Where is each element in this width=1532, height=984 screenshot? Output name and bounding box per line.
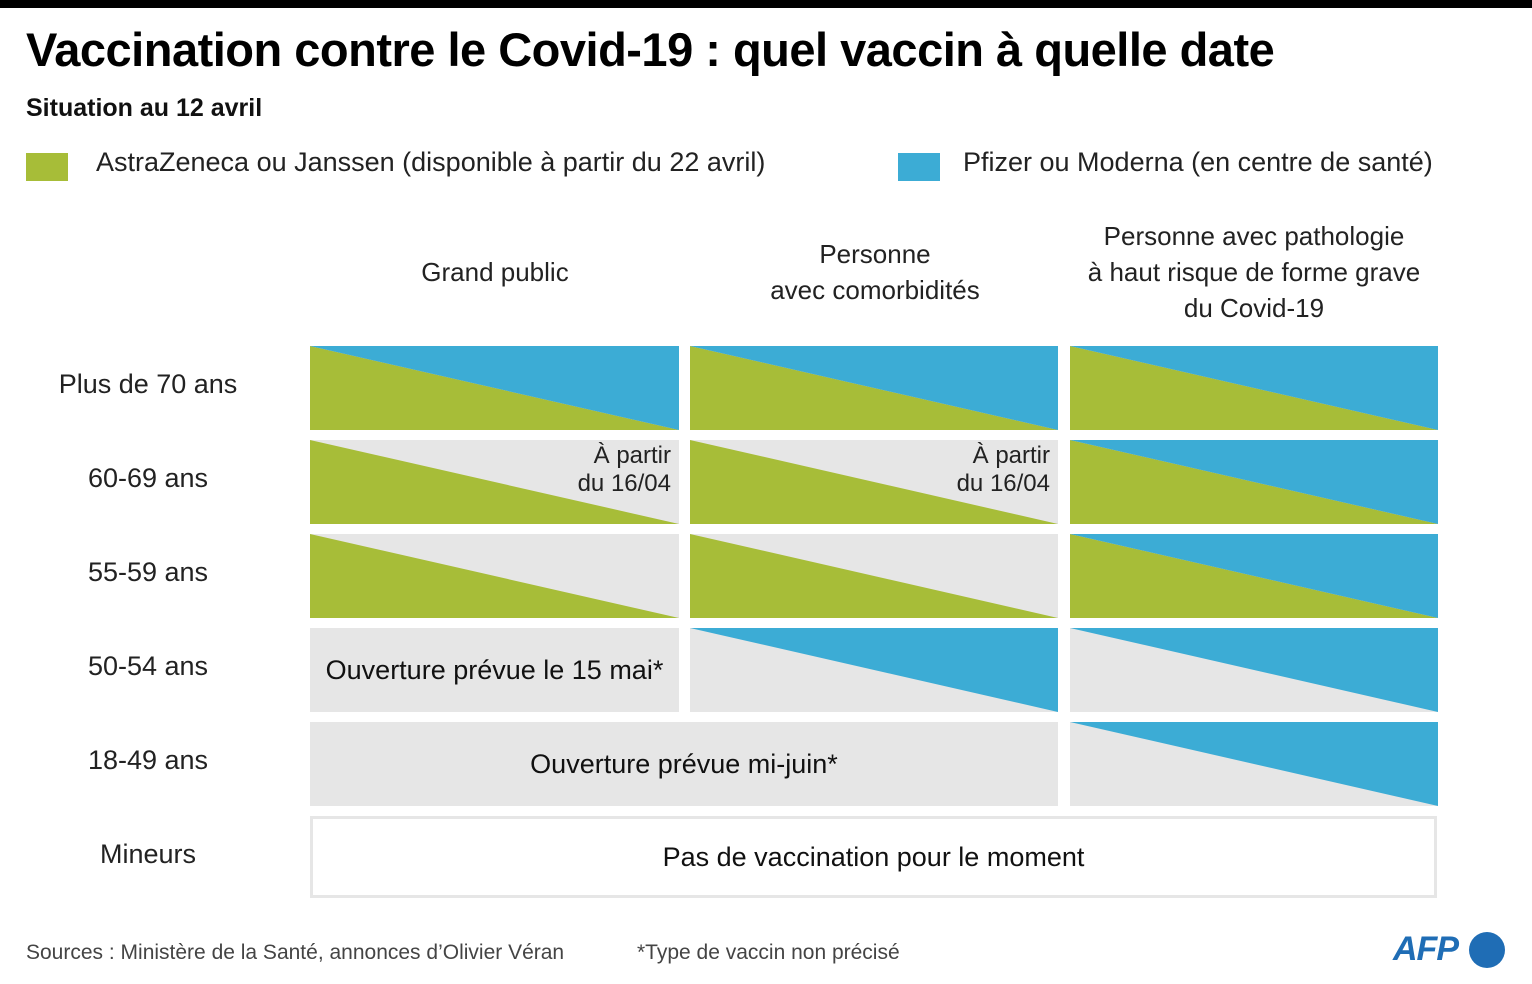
pfizer-triangle (1070, 534, 1438, 618)
afp-logo-text: AFP (1393, 930, 1459, 968)
column-header-grand-public: Grand public (421, 257, 569, 287)
pfizer-triangle (1070, 346, 1438, 430)
cell-split-graphic (1070, 346, 1438, 430)
row-label-55-59: 55-59 ans (87, 557, 209, 587)
source-text: Sources : Ministère de la Santé, annonce… (26, 941, 565, 964)
astrazeneca-triangle (310, 534, 679, 618)
cell-split-graphic (310, 534, 679, 618)
cell-50-haut-risque (1070, 628, 1438, 712)
cell-60-grand-public: À partir du 16/04 (310, 440, 679, 524)
row-label-50-54: 50-54 ans (87, 651, 209, 681)
cell-split-graphic (1070, 628, 1438, 712)
page-title: Vaccination contre le Covid-19 : quel va… (26, 23, 1275, 76)
cell-split-graphic (690, 440, 1058, 524)
cell-split-graphic (1070, 534, 1438, 618)
cell-18-haut-risque (1070, 722, 1438, 806)
opening-date-text: Ouverture prévue le 15 mai* (325, 654, 664, 685)
row-label-mineurs: Mineurs (99, 839, 197, 869)
cell-split-graphic (310, 346, 679, 430)
cell-70-haut-risque (1070, 346, 1438, 430)
availability-note: À partir du 16/04 (956, 442, 1050, 497)
row-label-plus-70: Plus de 70 ans (58, 369, 238, 399)
cell-18-general-merged: Ouverture prévue mi-juin* (310, 722, 1058, 806)
astrazeneca-triangle (690, 534, 1058, 618)
pfizer-triangle (690, 346, 1058, 430)
pfizer-triangle (690, 628, 1058, 712)
column-header-haut-risque: Personne avec pathologie à haut risque d… (1087, 221, 1421, 323)
legend-swatch-astrazeneca (26, 153, 68, 181)
pfizer-triangle (1070, 628, 1438, 712)
row-label-60-69: 60-69 ans (87, 463, 209, 493)
astrazeneca-triangle (690, 440, 1058, 524)
pfizer-triangle (1070, 722, 1438, 806)
afp-logo-dot (1469, 932, 1505, 968)
footnote-text: *Type de vaccin non précisé (637, 941, 900, 964)
cell-split-graphic (690, 534, 1058, 618)
opening-date-text: Ouverture prévue mi-juin* (530, 748, 838, 779)
cell-split-graphic (1070, 722, 1438, 806)
cell-split-graphic (1070, 440, 1438, 524)
cell-70-comorbidites (690, 346, 1058, 430)
afp-logo: AFP (1393, 930, 1511, 970)
cell-50-comorbidites (690, 628, 1058, 712)
cell-55-haut-risque (1070, 534, 1438, 618)
cell-split-graphic (690, 346, 1058, 430)
row-label-18-49: 18-49 ans (87, 745, 209, 775)
astrazeneca-triangle (310, 440, 679, 524)
cell-split-graphic (690, 628, 1058, 712)
cell-60-haut-risque (1070, 440, 1438, 524)
cell-70-grand-public (310, 346, 679, 430)
cell-split-graphic (310, 440, 679, 524)
top-rule (0, 0, 1532, 8)
legend-swatch-pfizer (898, 153, 940, 181)
cell-55-grand-public (310, 534, 679, 618)
cell-mineurs: Pas de vaccination pour le moment (310, 816, 1437, 898)
cell-55-comorbidites (690, 534, 1058, 618)
page-subtitle: Situation au 12 avril (26, 94, 263, 122)
column-header-comorbidites: Personne avec comorbidités (770, 239, 980, 305)
availability-note: À partir du 16/04 (577, 442, 671, 497)
pfizer-triangle (1070, 440, 1438, 524)
legend-label-astrazeneca: AstraZeneca ou Janssen (disponible à par… (96, 147, 766, 177)
pfizer-triangle (310, 346, 679, 430)
legend-label-pfizer: Pfizer ou Moderna (en centre de santé) (963, 147, 1433, 177)
cell-50-grand-public: Ouverture prévue le 15 mai* (310, 628, 679, 712)
cell-60-comorbidites: À partir du 16/04 (690, 440, 1058, 524)
